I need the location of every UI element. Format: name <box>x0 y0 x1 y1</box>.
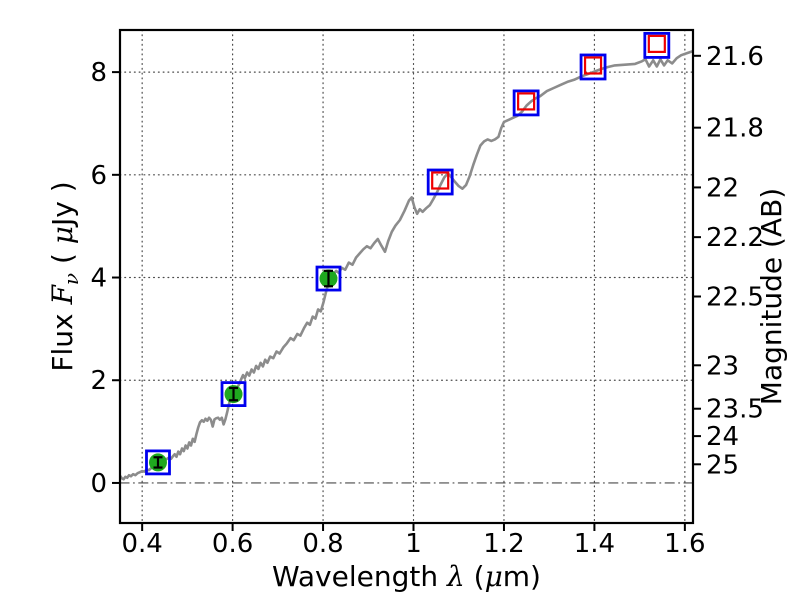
red-square-icon <box>431 171 450 190</box>
blue-square-icon <box>315 265 342 292</box>
predicted-point-marker <box>579 53 607 81</box>
magnitude-tick-label: 22.5 <box>706 282 764 312</box>
predicted-point-marker <box>643 32 671 59</box>
x-tick-label: 1.4 <box>574 529 615 559</box>
photometry-detected-markers <box>145 265 342 476</box>
detected-point-marker <box>220 381 247 408</box>
flux-tick-label: 0 <box>90 469 107 499</box>
flux-tick-label: 4 <box>90 264 107 294</box>
x-tick-label: 0.8 <box>302 529 343 559</box>
blue-square-icon <box>426 168 454 196</box>
blue-square-icon <box>643 32 671 59</box>
observed-spectrum <box>120 49 693 481</box>
magnitude-tick-label: 23 <box>706 351 739 381</box>
blue-square-icon <box>145 449 171 476</box>
flux-tick-label: 6 <box>90 161 107 191</box>
magnitude-tick-label: 22.2 <box>706 223 764 253</box>
x-tick-label: 1.2 <box>483 529 524 559</box>
flux-tick-label: 8 <box>90 58 107 88</box>
magnitude-tick-label: 25 <box>706 450 739 480</box>
x-tick-label: 1.6 <box>664 529 705 559</box>
x-tick-label: 0.6 <box>212 529 253 559</box>
blue-square-icon <box>220 381 247 408</box>
photometry-predicted-markers <box>426 32 671 196</box>
right-axis-title: Magnitude (AB) <box>755 188 788 405</box>
magnitude-tick-label: 21.6 <box>706 42 764 72</box>
detected-point-marker <box>145 449 171 476</box>
x-tick-label: 0.4 <box>121 529 162 559</box>
left-axis-title: Flux Fν ( μJy ) <box>46 181 83 371</box>
gridlines <box>119 29 694 524</box>
red-square-icon <box>583 56 603 75</box>
blue-square-icon <box>512 89 540 117</box>
flux-tick-label: 2 <box>90 366 107 396</box>
spectrum-line <box>120 49 693 481</box>
magnitude-tick-label: 22 <box>706 173 739 203</box>
magnitude-tick-label: 23.5 <box>706 395 764 425</box>
predicted-point-marker <box>512 89 540 117</box>
x-tick-label: 1 <box>405 529 422 559</box>
red-square-icon <box>517 92 536 111</box>
axis-titles: Wavelength λ (μm) Flux Fν ( μJy ) Magnitud… <box>46 181 788 593</box>
detected-point-marker <box>315 265 342 292</box>
red-square-icon <box>647 34 666 54</box>
blue-square-icon <box>579 53 607 81</box>
plot-border <box>118 28 695 525</box>
predicted-point-marker <box>426 168 454 196</box>
tick-labels: 0.4 0.6 0.8 1 1.2 1.4 1.60246821.621.82222.222… <box>90 42 763 559</box>
magnitude-tick-label: 21.8 <box>706 114 764 144</box>
magnitude-tick-label: 24 <box>706 422 739 452</box>
axes <box>112 28 701 531</box>
x-axis-title: Wavelength λ (μm) <box>272 560 541 593</box>
